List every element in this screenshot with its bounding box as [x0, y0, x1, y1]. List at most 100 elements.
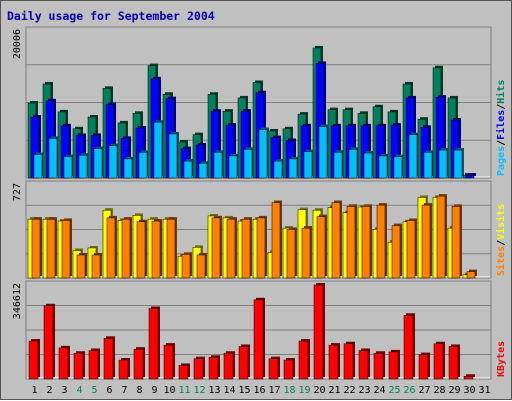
bar-kbytes-day-27	[418, 354, 429, 380]
day-label-16: 16	[253, 385, 265, 396]
day-label-21: 21	[328, 385, 340, 396]
day-label-12: 12	[193, 385, 205, 396]
bar-sites-day-17	[271, 202, 281, 279]
bar-kbytes-day-26	[403, 315, 414, 380]
bar-kbytes-day-17	[268, 358, 279, 380]
bar-sites-day-30	[466, 271, 476, 279]
bar-pages-day-20	[318, 126, 328, 179]
bar-pages-day-7	[123, 158, 133, 179]
bar-sites-day-25	[391, 225, 401, 279]
bar-kbytes-day-10	[163, 344, 174, 380]
bar-kbytes-day-5	[88, 350, 99, 380]
bar-kbytes-day-16	[253, 299, 264, 380]
day-label-13: 13	[208, 385, 220, 396]
bar-sites-day-2	[46, 218, 56, 279]
axis-label-part: Pages	[496, 146, 507, 176]
bar-pages-day-26	[408, 134, 418, 179]
bar-files-day-30-shadow	[468, 173, 476, 176]
bar-pages-day-3	[63, 156, 73, 179]
bar-sites-day-23	[361, 206, 371, 279]
bar-kbytes-day-22	[343, 343, 354, 380]
bar-pages-day-21	[333, 152, 343, 179]
bar-kbytes-day-13	[208, 357, 219, 380]
day-label-24: 24	[373, 385, 385, 396]
day-label-15: 15	[238, 385, 250, 396]
bar-kbytes-day-14	[223, 352, 234, 380]
bar-sites-day-3	[61, 220, 71, 279]
day-label-26: 26	[403, 385, 415, 396]
bar-pages-day-12	[198, 163, 208, 179]
bar-pages-day-1	[33, 154, 43, 179]
day-label-23: 23	[358, 385, 370, 396]
day-label-14: 14	[223, 385, 235, 396]
bar-pages-day-14	[228, 155, 238, 179]
bar-pages-day-4	[78, 154, 88, 179]
day-label-31: 31	[478, 385, 490, 396]
bar-pages-day-22	[348, 149, 358, 179]
bar-pages-day-28	[438, 149, 448, 179]
bar-kbytes-day-7	[118, 359, 129, 380]
bar-pages-day-6	[108, 145, 118, 179]
bar-sites-day-19	[301, 227, 311, 279]
axis-label-part: KBytes	[496, 341, 507, 377]
bar-kbytes-day-9	[148, 308, 159, 380]
bar-sites-day-1	[31, 218, 41, 279]
bar-pages-day-25	[393, 156, 403, 179]
day-label-10: 10	[163, 385, 175, 396]
bar-kbytes-day-28	[433, 343, 444, 380]
bar-kbytes-day-25	[388, 351, 399, 380]
bar-kbytes-day-1	[28, 340, 39, 380]
bar-kbytes-day-19	[298, 340, 309, 380]
bar-sites-day-22	[346, 206, 356, 279]
bar-pages-day-2	[48, 138, 58, 179]
bar-pages-day-10	[168, 133, 178, 179]
bar-sites-day-16	[256, 217, 266, 279]
bar-sites-day-14	[226, 218, 236, 279]
bar-sites-day-13	[211, 217, 221, 279]
bar-sites-day-24	[376, 204, 386, 279]
bar-pages-day-13	[213, 152, 223, 179]
bar-kbytes-day-20	[313, 284, 324, 380]
bar-pages-day-18	[288, 158, 298, 179]
page-title: Daily usage for September 2004	[7, 9, 215, 23]
bar-kbytes-day-2	[43, 305, 54, 380]
bar-pages-day-24	[378, 155, 388, 179]
day-label-22: 22	[343, 385, 355, 396]
bar-sites-day-9	[151, 220, 161, 279]
bar-sites-day-8	[136, 221, 146, 279]
day-label-30: 30	[463, 385, 475, 396]
bar-sites-day-7	[121, 218, 131, 279]
bar-sites-day-4	[76, 254, 86, 279]
day-label-4: 4	[76, 385, 82, 396]
bar-kbytes-day-15	[238, 346, 249, 380]
axis-label-part: /	[496, 140, 507, 146]
axis-label-part: Sites	[495, 246, 507, 276]
bar-kbytes-day-29	[448, 346, 459, 380]
bar-pages-day-8	[138, 152, 148, 179]
bar-kbytes-day-4	[73, 352, 84, 380]
bar-kbytes-day-18	[283, 359, 294, 380]
axis-label-part: Files	[495, 110, 507, 140]
bar-files-day-30	[465, 174, 475, 179]
bar-sites-day-15	[241, 218, 251, 279]
panel-3-axis-label: KBytes	[496, 341, 507, 377]
bar-sites-day-10	[166, 218, 176, 279]
axis-label-part: Hits	[495, 80, 507, 104]
bar-pages-day-15	[243, 149, 253, 179]
day-label-25: 25	[388, 385, 400, 396]
day-label-3: 3	[61, 385, 67, 396]
bar-pages-day-19	[303, 151, 313, 179]
bar-pages-day-5	[93, 148, 103, 179]
panel-2-max-label: 727	[12, 183, 23, 201]
bar-kbytes-day-6	[103, 338, 114, 380]
bar-sites-day-18	[286, 229, 296, 279]
day-label-5: 5	[91, 385, 97, 396]
bar-sites-day-29	[451, 206, 461, 279]
bar-sites-day-26	[406, 220, 416, 279]
day-label-9: 9	[151, 385, 157, 396]
bar-kbytes-day-30-shadow	[466, 374, 475, 377]
axis-label-part: /	[496, 240, 507, 246]
day-label-11: 11	[178, 385, 190, 396]
